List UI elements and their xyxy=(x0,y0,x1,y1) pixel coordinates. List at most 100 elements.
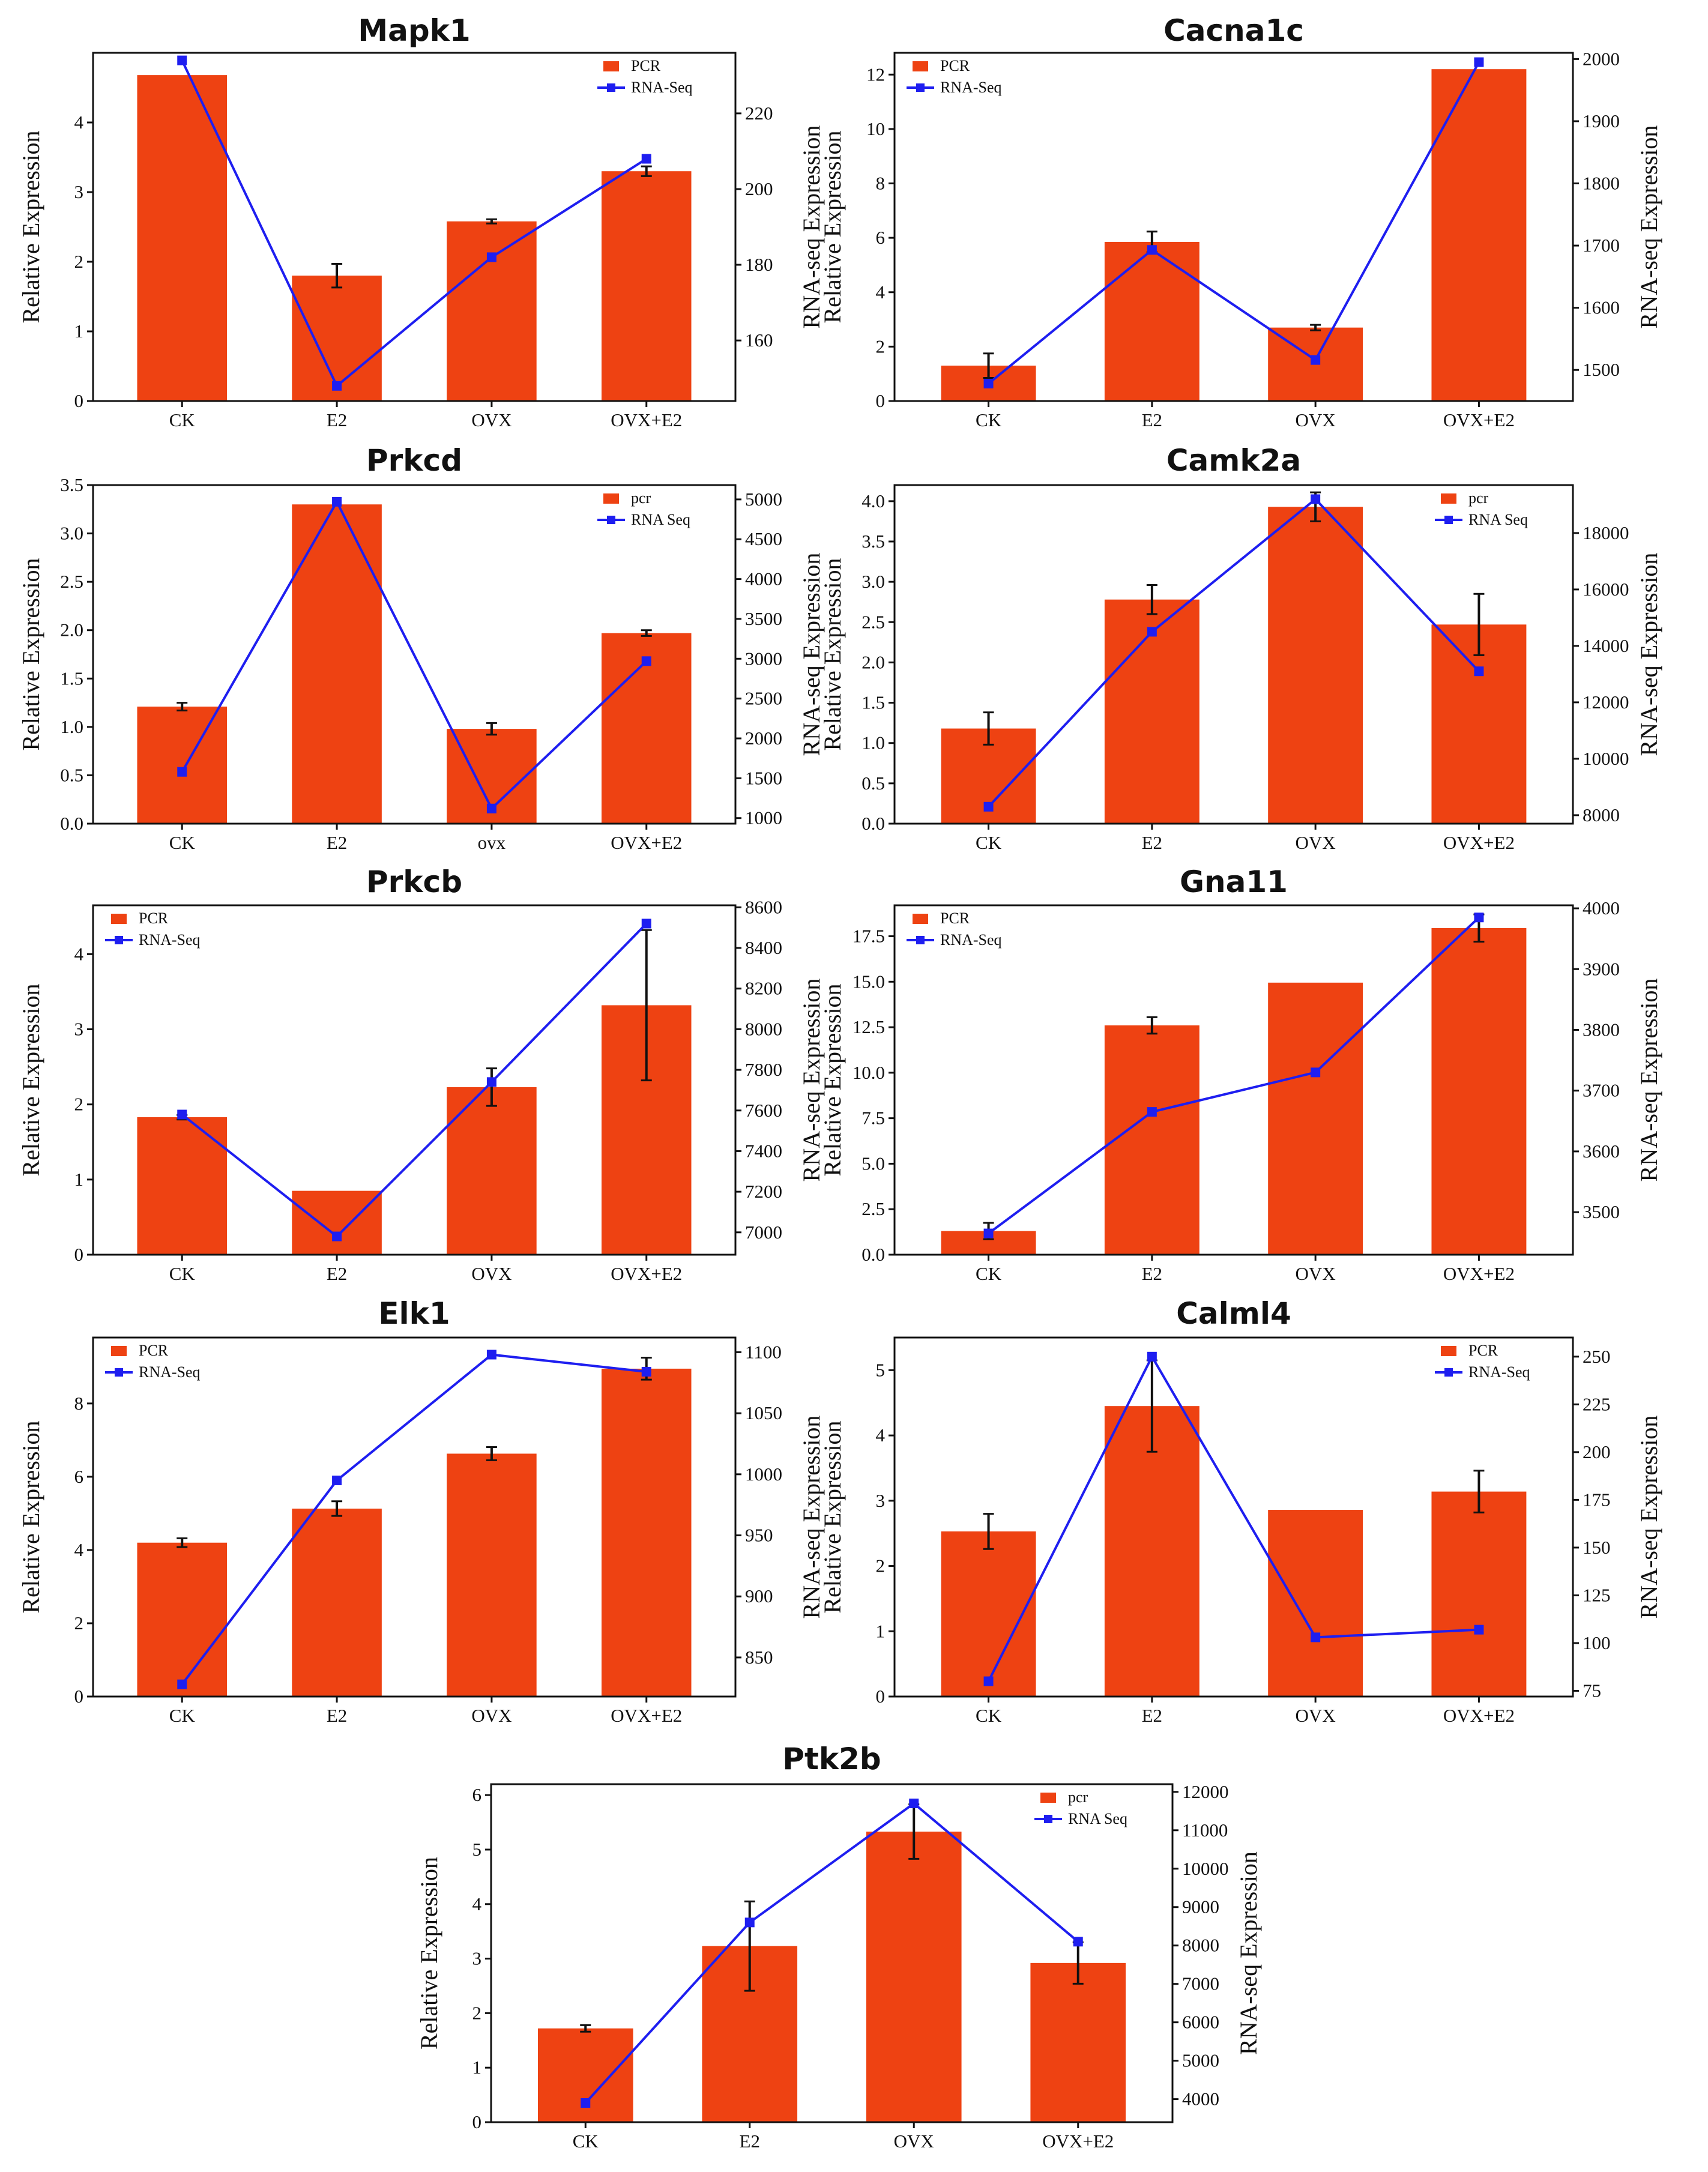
y2-tick-label: 150 xyxy=(1583,1537,1611,1558)
y2-axis-label: RNA-seq Expression xyxy=(1635,1416,1662,1619)
y2-tick-label: 7000 xyxy=(745,1222,782,1243)
y2-tick-label: 2500 xyxy=(745,688,782,709)
bar-ck xyxy=(137,707,228,824)
y2-tick-label: 7800 xyxy=(745,1059,782,1080)
rna-seq-marker-ovx xyxy=(1311,355,1321,365)
x-tick-label: E2 xyxy=(327,832,347,853)
y2-tick-label: 225 xyxy=(1583,1393,1611,1414)
rna-seq-marker-ovx xyxy=(486,803,496,813)
x-tick-label: OVX xyxy=(471,1705,511,1726)
y-tick-label: 2 xyxy=(74,1612,84,1634)
rna-seq-marker-ovx xyxy=(486,252,496,262)
rna-seq-marker-ovx+e2 xyxy=(1474,57,1484,67)
x-tick-label: OVX+E2 xyxy=(1042,2131,1114,2152)
rna-seq-marker-ck xyxy=(177,767,187,777)
y2-tick-label: 11000 xyxy=(1182,1820,1228,1841)
y-tick-label: 2.5 xyxy=(862,611,885,632)
legend-label-bar: PCR xyxy=(940,57,970,74)
legend-swatch-bar xyxy=(111,1346,127,1356)
y-tick-label: 4 xyxy=(876,1425,886,1446)
bar-e2 xyxy=(1104,599,1200,824)
rna-seq-marker-e2 xyxy=(332,1231,342,1241)
y2-tick-label: 900 xyxy=(745,1585,773,1606)
y2-tick-label: 8000 xyxy=(1182,1935,1219,1956)
legend: pcr RNA Seq xyxy=(597,489,690,528)
y-tick-label: 8 xyxy=(876,173,886,194)
y2-tick-label: 1050 xyxy=(745,1402,782,1423)
y2-tick-label: 5000 xyxy=(1182,2050,1219,2071)
legend-label-bar: PCR xyxy=(940,910,970,927)
plot-frame xyxy=(92,1336,737,1698)
y2-tick-label: 200 xyxy=(1583,1441,1611,1462)
rna-seq-line xyxy=(988,916,1480,1235)
y2-tick-label: 8000 xyxy=(745,1018,782,1039)
x-tick-label: OVX xyxy=(1296,1263,1336,1284)
y2-tick-label: 950 xyxy=(745,1525,773,1546)
rna-seq-marker-e2 xyxy=(332,381,342,391)
rna-seq-marker-ovx+e2 xyxy=(1474,666,1484,677)
y-tick-label: 8 xyxy=(74,1393,84,1414)
y2-axis-label: RNA-seq Expression xyxy=(798,553,825,756)
y-tick-label: 4.0 xyxy=(862,490,885,511)
y-tick-label: 4 xyxy=(876,282,886,303)
legend-swatch-bar xyxy=(603,493,619,504)
y2-tick-label: 8400 xyxy=(745,937,782,958)
x-tick-label: CK xyxy=(976,1263,1002,1284)
rna-seq-marker-e2 xyxy=(1147,245,1157,255)
bar-e2 xyxy=(292,1508,382,1697)
chart-calml4: Calml4 0 1 2 3 4 5 75 100 125 150 175 200 225 250 CK E2 O… xyxy=(819,1296,1662,1726)
y-tick-label: 0.5 xyxy=(862,773,885,794)
bar-ck xyxy=(137,1117,228,1255)
rna-seq-marker-e2 xyxy=(1147,1351,1157,1362)
y-tick-label: 3 xyxy=(876,1490,886,1511)
rna-seq-marker-ck xyxy=(177,1109,187,1120)
legend-swatch-marker xyxy=(916,936,925,944)
y2-tick-label: 4000 xyxy=(1583,897,1620,919)
bar-e2 xyxy=(1104,241,1200,401)
y2-axis-label: RNA-seq Expression xyxy=(798,1416,825,1619)
legend-swatch-marker xyxy=(607,516,615,524)
y2-tick-label: 1600 xyxy=(1583,297,1620,318)
chart-prkcd: Prkcd 0.0 0.5 1.0 1.5 2.0 2.5 3.0 3.5 1000 1500 200… xyxy=(17,443,825,853)
x-tick-label: CK xyxy=(573,2131,599,2152)
bar-ovx+e2 xyxy=(1431,624,1527,824)
x-tick-label: CK xyxy=(976,409,1002,430)
x-tick-label: OVX xyxy=(471,409,511,430)
y2-tick-label: 3000 xyxy=(745,648,782,669)
rna-seq-line xyxy=(181,1353,647,1685)
rna-seq-marker-ovx xyxy=(1311,494,1321,504)
bar-e2 xyxy=(1104,1025,1200,1255)
rna-seq-marker-ck xyxy=(581,2098,591,2108)
plot-frame xyxy=(92,52,737,402)
rna-seq-marker-ck xyxy=(983,1676,994,1686)
x-tick-label: E2 xyxy=(1142,409,1162,430)
y2-tick-label: 3600 xyxy=(1583,1141,1620,1162)
chart-title: Calml4 xyxy=(1176,1296,1291,1331)
x-tick-label: OVX+E2 xyxy=(1443,1705,1515,1726)
y-tick-label: 0.0 xyxy=(60,813,83,834)
y2-tick-label: 4500 xyxy=(745,528,782,549)
y-axis-label: Relative Expression xyxy=(17,558,44,750)
bar-e2 xyxy=(292,504,382,824)
y-tick-label: 6 xyxy=(74,1466,84,1487)
legend-swatch-marker xyxy=(115,936,123,944)
x-tick-label: CK xyxy=(169,1263,196,1284)
y-tick-label: 3 xyxy=(472,1948,482,1969)
x-tick-label: OVX+E2 xyxy=(611,832,682,853)
y-axis-label: Relative Expression xyxy=(17,1420,44,1613)
rna-seq-line xyxy=(181,59,647,388)
y2-tick-label: 8600 xyxy=(745,896,782,917)
rna-seq-marker-ck xyxy=(177,55,187,65)
legend-label-bar: PCR xyxy=(1468,1342,1498,1359)
y-tick-label: 0 xyxy=(876,1686,886,1707)
legend-label-bar: PCR xyxy=(139,1342,169,1359)
legend-label-bar: PCR xyxy=(631,57,661,74)
legend-label-line: RNA-Seq xyxy=(139,931,201,949)
y-tick-label: 3.0 xyxy=(60,523,83,544)
bar-ovx+e2 xyxy=(1431,69,1527,401)
bar-ck xyxy=(137,75,228,402)
rna-seq-marker-e2 xyxy=(1147,1107,1157,1117)
y-tick-label: 1.0 xyxy=(862,732,885,753)
y-tick-label: 3 xyxy=(74,181,84,202)
y2-tick-label: 16000 xyxy=(1583,579,1629,600)
